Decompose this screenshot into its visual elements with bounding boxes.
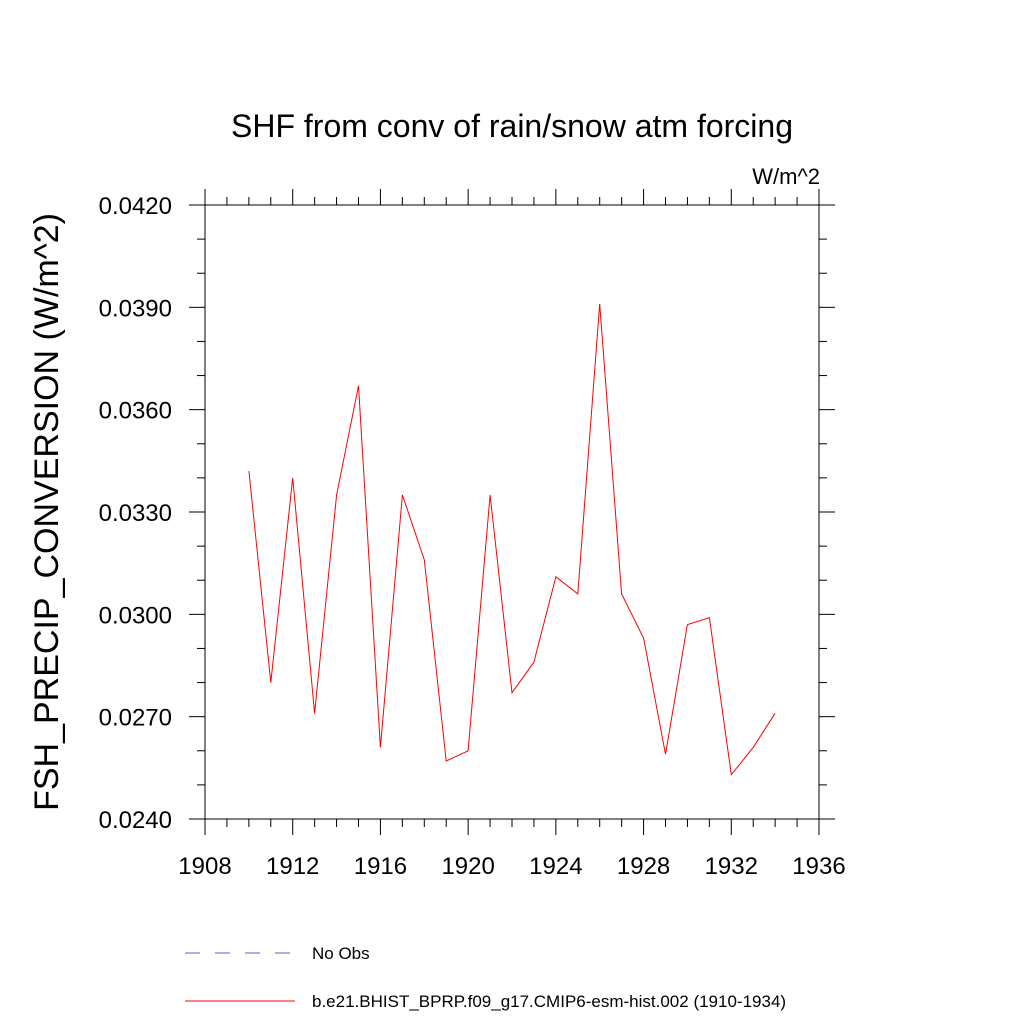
legend-label-model: b.e21.BHIST_BPRP.f09_g17.CMIP6-esm-hist.… — [312, 992, 786, 1011]
x-tick-label: 1936 — [792, 853, 845, 880]
y-tick-label: 0.0330 — [99, 500, 172, 527]
y-axis-label: FSH_PRECIP_CONVERSION (W/m^2) — [28, 213, 66, 811]
chart-title: SHF from conv of rain/snow atm forcing — [231, 108, 793, 144]
units-label: W/m^2 — [752, 164, 820, 189]
series-layer — [248, 303, 776, 776]
x-tick-label: 1916 — [354, 853, 407, 880]
x-axis: 1908 1912 1916 1920 1924 1928 1932 1936 — [178, 189, 846, 880]
x-tick-label: 1912 — [266, 853, 319, 880]
x-tick-label: 1908 — [178, 853, 231, 880]
series-line — [248, 303, 776, 776]
legend: No Obs b.e21.BHIST_BPRP.f09_g17.CMIP6-es… — [185, 944, 786, 1011]
y-tick-label: 0.0360 — [99, 398, 172, 425]
x-tick-label: 1920 — [441, 853, 494, 880]
y-tick-label: 0.0240 — [99, 807, 172, 834]
x-tick-label: 1928 — [617, 853, 670, 880]
plot-frame — [204, 204, 820, 820]
y-tick-label: 0.0420 — [99, 193, 172, 220]
y-tick-label: 0.0390 — [99, 295, 172, 322]
y-tick-label: 0.0270 — [99, 705, 172, 732]
x-tick-label: 1932 — [705, 853, 758, 880]
y-axis: 0.0240 0.0270 0.0300 0.0330 0.0360 0.0390 0.04… — [99, 193, 835, 834]
y-tick-label: 0.0300 — [99, 602, 172, 629]
legend-label-no-obs: No Obs — [312, 944, 370, 963]
x-tick-label: 1924 — [529, 853, 582, 880]
